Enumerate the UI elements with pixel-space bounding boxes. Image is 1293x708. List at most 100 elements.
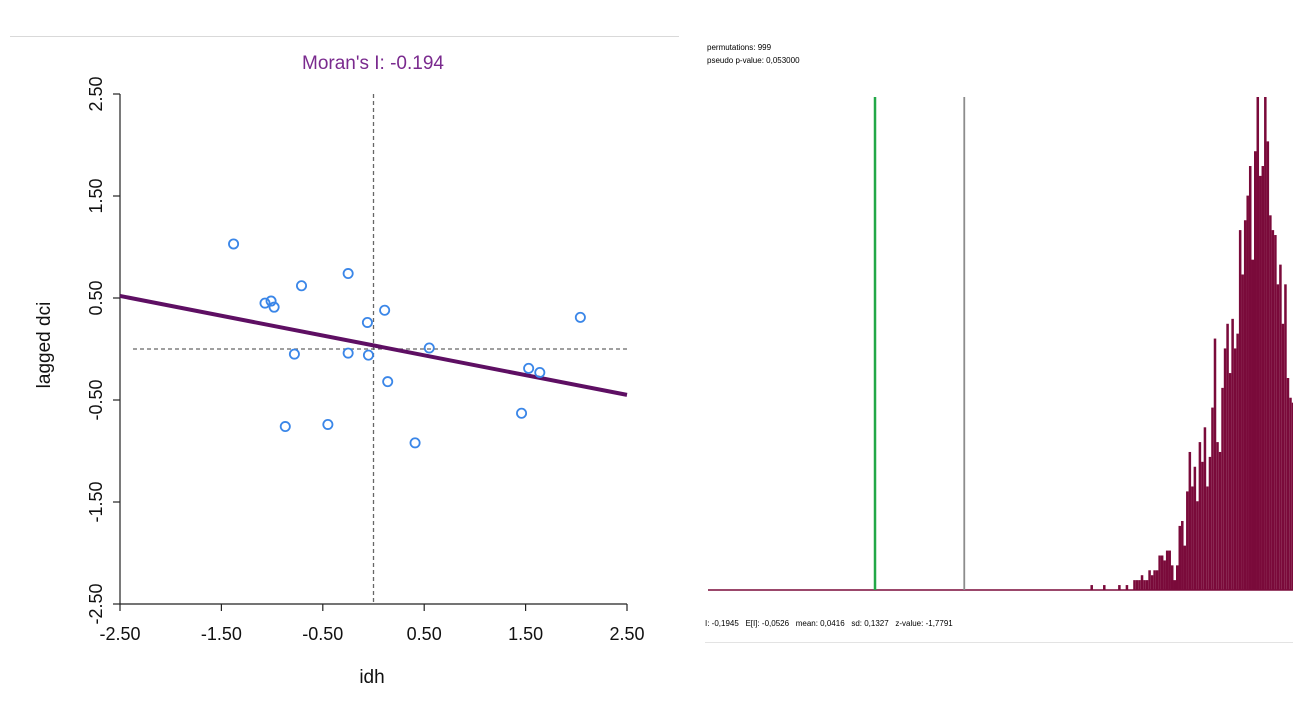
histogram-bar <box>1183 545 1187 590</box>
histogram-bar <box>1168 550 1171 590</box>
scatter-point <box>534 366 546 378</box>
histogram-bar <box>1279 264 1282 590</box>
histogram-bar <box>1188 451 1192 590</box>
histogram-bar <box>1248 166 1252 590</box>
statistics-footer: I: -0,1945 E[I]: -0,0526 mean: 0,0416 sd… <box>705 619 953 628</box>
histogram-bar <box>1158 555 1161 590</box>
scatter-point <box>259 297 271 309</box>
x-tick-label: 0.50 <box>407 624 442 644</box>
histogram-bar <box>1186 491 1189 590</box>
scatter-point <box>322 418 334 430</box>
histogram-bar <box>1145 580 1149 590</box>
scatter-point <box>574 311 586 323</box>
histogram-bar <box>1284 284 1287 590</box>
scatter-point <box>342 347 354 359</box>
x-tick-label: 2.50 <box>609 624 644 644</box>
histogram-bar <box>1140 575 1144 590</box>
histogram-bar <box>1203 427 1207 590</box>
histogram-bar <box>1143 580 1146 590</box>
histogram-bar <box>1153 570 1156 590</box>
x-tick-label: -2.50 <box>99 624 140 644</box>
histogram-bar <box>1103 585 1106 590</box>
histogram-plot-area <box>708 97 1293 591</box>
histogram-bar <box>1251 259 1254 590</box>
histogram-bar <box>1201 461 1204 590</box>
y-tick-label: -1.50 <box>86 481 106 522</box>
histogram-bar <box>1246 195 1249 590</box>
scatter-plot-area: -2.50 -1.50 -0.50 0.50 1.50 2.50 -2.50 -1.50 -0.… <box>86 76 645 644</box>
pvalue-label: pseudo p-value: 0,053000 <box>707 56 800 65</box>
scatter-title: Moran's I: -0.194 <box>302 53 444 74</box>
histogram-bar <box>1135 580 1139 590</box>
histogram-bar <box>1238 230 1242 591</box>
scatter-point <box>265 295 277 307</box>
moran-scatterplot: Moran's I: -0.194 -2.50 -1.50 -0.50 0.50 1.5… <box>34 53 645 688</box>
histogram-bar <box>1264 97 1267 590</box>
scatter-point <box>423 342 435 354</box>
x-tick-label: -1.50 <box>201 624 242 644</box>
scatter-point <box>228 238 240 250</box>
scatter-point <box>342 268 354 280</box>
scatter-point <box>288 348 300 360</box>
histogram-bar <box>1261 166 1265 590</box>
scatter-point <box>361 316 373 328</box>
scatter-point <box>279 421 291 433</box>
histogram-bar <box>1233 348 1237 590</box>
histogram-bar <box>1165 550 1169 590</box>
histogram-bar <box>1196 501 1199 590</box>
histogram-bar <box>1243 220 1247 590</box>
histogram-bar <box>1266 141 1270 590</box>
permutations-label: permutations: 999 <box>707 43 772 52</box>
scatter-point <box>268 301 280 313</box>
histogram-bar <box>1181 520 1184 590</box>
histogram-bar <box>1223 348 1227 590</box>
histogram-bar <box>1206 486 1209 590</box>
scatter-point <box>379 304 391 316</box>
histogram-bar <box>1163 560 1166 590</box>
histogram-bar <box>1160 555 1164 590</box>
x-tick-label: -0.50 <box>302 624 343 644</box>
scatter-point <box>382 376 394 388</box>
scatter-point <box>362 349 374 361</box>
scatter-ylabel: lagged dci <box>34 302 55 389</box>
histogram-bar <box>1170 565 1174 590</box>
histogram-bar <box>1138 580 1141 590</box>
histogram-bar <box>1271 230 1275 591</box>
histogram-bar <box>1211 407 1214 590</box>
histogram-bar <box>1178 525 1182 590</box>
histogram-bar <box>1281 323 1285 590</box>
scatter-xlabel: idh <box>359 667 384 688</box>
scatter-point <box>409 437 421 449</box>
histogram-bar <box>1254 151 1257 591</box>
histogram-bar <box>1176 565 1179 590</box>
histogram-bar <box>1208 456 1212 590</box>
histogram-bar <box>1291 402 1293 590</box>
histogram-bar <box>1173 580 1176 590</box>
histogram-bar <box>1125 585 1129 590</box>
histogram-bar <box>1218 451 1222 590</box>
histogram-bar <box>1256 97 1260 590</box>
y-tick-label: -0.50 <box>86 379 106 420</box>
histogram-bar <box>1259 175 1262 590</box>
histogram-bar <box>1150 575 1154 590</box>
scatter-point <box>516 407 528 419</box>
histogram-bar <box>1276 284 1280 590</box>
histogram-bar <box>1274 235 1277 591</box>
histogram-bar <box>1133 580 1136 590</box>
y-tick-label: 0.50 <box>86 280 106 315</box>
y-tick-label: -2.50 <box>86 583 106 624</box>
histogram-bar <box>1286 378 1290 590</box>
bottom-divider <box>705 642 1293 643</box>
y-tick-label: 2.50 <box>86 76 106 111</box>
histogram-bar <box>1289 397 1292 590</box>
histogram-bar <box>1241 274 1244 590</box>
x-tick-label: 1.50 <box>508 624 543 644</box>
histogram-bar <box>1148 570 1151 590</box>
histogram-bar <box>1228 373 1232 590</box>
scatter-point <box>296 280 308 292</box>
histogram-bar <box>1226 323 1229 590</box>
regression-line <box>119 293 628 397</box>
histogram-bar <box>1231 318 1234 590</box>
histogram-bar <box>1269 215 1272 590</box>
histogram-bar <box>1221 387 1224 590</box>
